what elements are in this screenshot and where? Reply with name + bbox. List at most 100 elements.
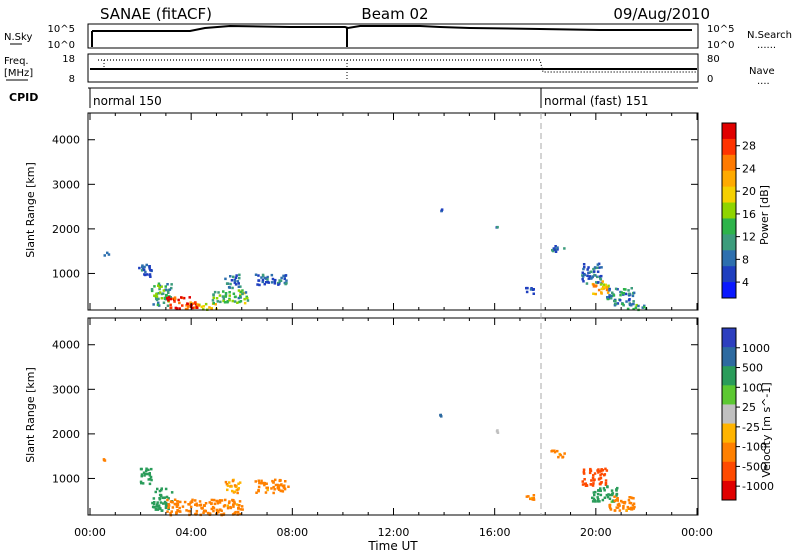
data-cell (587, 266, 590, 269)
data-cell (166, 283, 169, 286)
data-cell (229, 275, 232, 278)
data-cell (281, 490, 285, 493)
data-cell (602, 287, 606, 290)
x-tick-label: 20:00 (580, 526, 612, 539)
nsky-frame (87, 23, 699, 49)
data-cell (618, 509, 622, 512)
data-cell (581, 277, 584, 281)
data-cell (257, 489, 260, 493)
data-cell (228, 294, 231, 297)
data-cell (561, 456, 564, 459)
data-cell (238, 481, 242, 484)
date-title: 09/Aug/2010 (613, 5, 710, 23)
data-cell (145, 273, 149, 276)
data-cell (592, 482, 595, 485)
data-cell (182, 296, 186, 300)
colorbar-swatch (722, 423, 736, 444)
data-cell (627, 289, 630, 292)
data-cell (236, 510, 240, 514)
data-cell (627, 498, 631, 502)
data-cell (234, 283, 238, 286)
x-tick-label: 16:00 (479, 526, 511, 539)
data-cell (194, 499, 197, 502)
data-cell (231, 479, 235, 483)
data-cell (237, 487, 240, 490)
data-cell (238, 276, 241, 280)
data-cell (208, 513, 212, 516)
colorbar-swatch (722, 442, 736, 463)
data-cluster (151, 487, 174, 512)
data-cell (152, 502, 156, 506)
colorbar-tick-label: 28 (742, 140, 756, 153)
data-cell (266, 278, 269, 281)
data-cell (187, 509, 190, 513)
data-cell (591, 476, 595, 480)
data-cell (243, 291, 246, 295)
data-cell (618, 299, 622, 302)
data-cell (144, 469, 148, 473)
velocity-colorbar-label: Velocity [m s^-1] (760, 382, 773, 477)
data-cell (155, 297, 158, 300)
data-cell (611, 492, 614, 496)
data-cell (597, 281, 600, 284)
data-cell (106, 251, 109, 255)
y-tick-label: 2000 (52, 223, 80, 236)
data-cell (440, 208, 444, 211)
data-cell (144, 472, 147, 476)
colorbar-swatch (722, 218, 736, 235)
data-cell (264, 281, 268, 284)
data-cell (213, 290, 217, 294)
data-cell (220, 509, 223, 512)
data-cell (271, 479, 274, 483)
data-cell (496, 431, 500, 434)
data-cell (596, 266, 599, 269)
data-cell (141, 264, 144, 267)
data-cell (238, 500, 242, 503)
data-cell (600, 274, 603, 278)
colorbar-tick-label: -500 (742, 460, 767, 473)
data-cell (609, 508, 613, 511)
data-cell (599, 283, 603, 286)
data-cell (147, 478, 150, 481)
data-cell (585, 282, 589, 285)
data-cell (439, 413, 442, 417)
data-cell (204, 510, 207, 513)
data-cell (613, 495, 616, 498)
data-cell (556, 248, 559, 251)
data-cell (270, 487, 273, 490)
data-cell (599, 489, 602, 493)
data-cell (586, 268, 589, 271)
data-cell (237, 482, 240, 485)
data-cell (592, 497, 596, 501)
data-cell (170, 286, 173, 290)
data-cell (255, 491, 258, 494)
data-cell (553, 449, 556, 452)
colorbar-swatch (722, 347, 736, 367)
data-cell (629, 496, 633, 499)
data-cell (161, 496, 164, 499)
data-cell (232, 512, 236, 516)
data-cell (615, 489, 618, 492)
data-cell (167, 299, 170, 302)
data-cell (620, 291, 623, 294)
data-cell (156, 501, 159, 504)
data-cell (261, 278, 265, 282)
data-cell (626, 505, 630, 509)
cpid-strip: CPID normal 150 normal (fast) 151 (9, 87, 698, 108)
y-tick-label: 3000 (52, 178, 80, 191)
data-cell (614, 302, 618, 306)
data-cell (102, 458, 106, 461)
data-cell (237, 282, 240, 285)
data-cell (181, 304, 184, 307)
data-cell (632, 502, 636, 505)
data-cell (234, 276, 238, 279)
data-cell (587, 277, 590, 280)
data-cell (601, 498, 605, 502)
data-cell (161, 509, 164, 512)
data-cell (232, 505, 235, 508)
data-cell (204, 302, 208, 306)
data-cell (532, 498, 536, 501)
data-cell (169, 297, 172, 301)
data-cell (260, 479, 263, 483)
data-cell (603, 473, 607, 476)
